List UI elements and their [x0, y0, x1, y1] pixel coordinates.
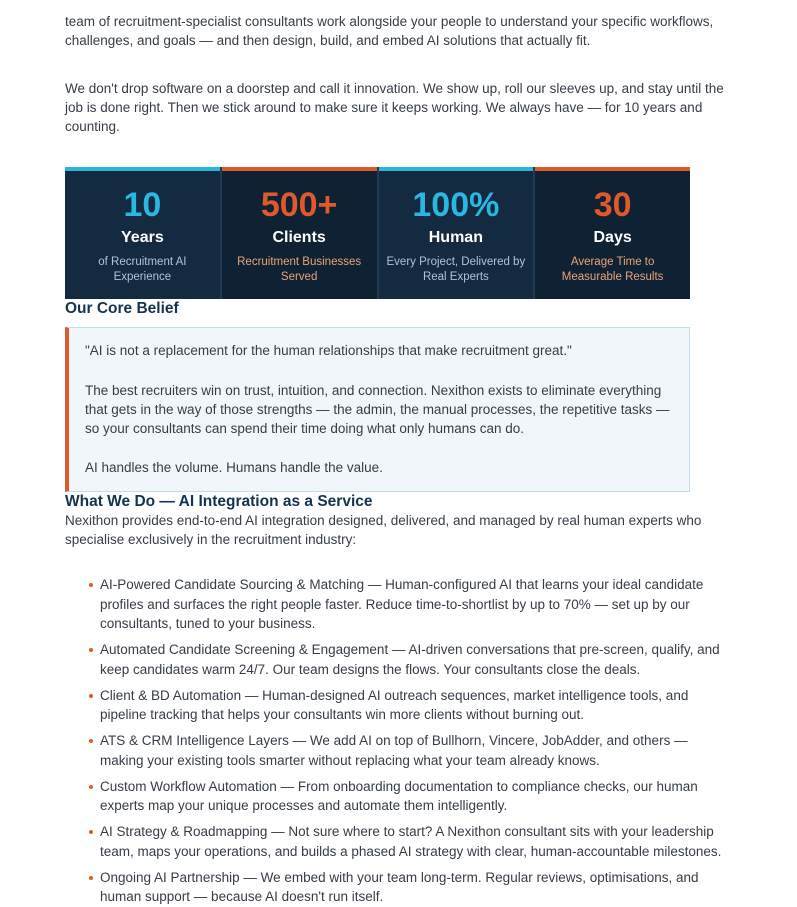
stat-cell: 100% Human Every Project, Delivered by R… — [378, 167, 534, 299]
core-belief-heading: Our Core Belief — [65, 300, 179, 317]
service-list-item: AI-Powered Candidate Sourcing & Matching… — [65, 575, 731, 634]
core-belief-quote-box: "AI is not a replacement for the human r… — [65, 327, 690, 492]
stat-label: Days — [593, 229, 632, 246]
stat-cell: 10 Years of Recruitment AI Experience — [65, 167, 220, 299]
stat-sublabel: Every Project, Delivered by Real Experts — [386, 256, 526, 283]
intro-paragraph-1: team of recruitment-specialist consultan… — [65, 14, 714, 48]
service-list-item: ATS & CRM Intelligence Layers — We add A… — [65, 731, 731, 770]
stat-sublabel: of Recruitment AI Experience — [98, 256, 187, 283]
stat-value: 30 — [593, 186, 632, 224]
service-list: AI-Powered Candidate Sourcing & Matching… — [65, 575, 731, 907]
belief-quote: "AI is not a replacement for the human r… — [85, 343, 572, 358]
service-list-item: Custom Workflow Automation — From onboar… — [65, 777, 731, 816]
stat-value: 100% — [412, 186, 500, 224]
service-list-item: Client & BD Automation — Human-designed … — [65, 686, 731, 725]
stat-label: Human — [428, 229, 483, 246]
service-list-item: Ongoing AI Partnership — We embed with y… — [65, 868, 731, 907]
service-list-item: AI Strategy & Roadmapping — Not sure whe… — [65, 822, 731, 861]
stat-label: Clients — [272, 229, 326, 246]
what-we-do-intro: Nexithon provides end-to-end AI integrat… — [65, 513, 702, 547]
what-we-do-heading: What We Do — AI Integration as a Service — [65, 493, 373, 510]
stats-bar: 10 Years of Recruitment AI Experience 50… — [65, 167, 690, 299]
stat-value: 500+ — [260, 186, 338, 224]
service-list-item: Automated Candidate Screening & Engageme… — [65, 640, 731, 679]
stat-cell: 30 Days Average Time to Measurable Resul… — [535, 167, 690, 299]
belief-body: The best recruiters win on trust, intuit… — [85, 383, 670, 436]
stat-label: Years — [121, 229, 164, 246]
stat-cell: 500+ Clients Recruitment Businesses Serv… — [221, 167, 377, 299]
intro-paragraph-2: We don't drop software on a doorstep and… — [65, 81, 724, 134]
belief-tagline: AI handles the volume. Humans handle the… — [85, 460, 383, 475]
stat-sublabel: Average Time to Measurable Results — [561, 256, 664, 283]
stat-value: 10 — [123, 186, 162, 224]
stat-sublabel: Recruitment Businesses Served — [237, 256, 362, 283]
